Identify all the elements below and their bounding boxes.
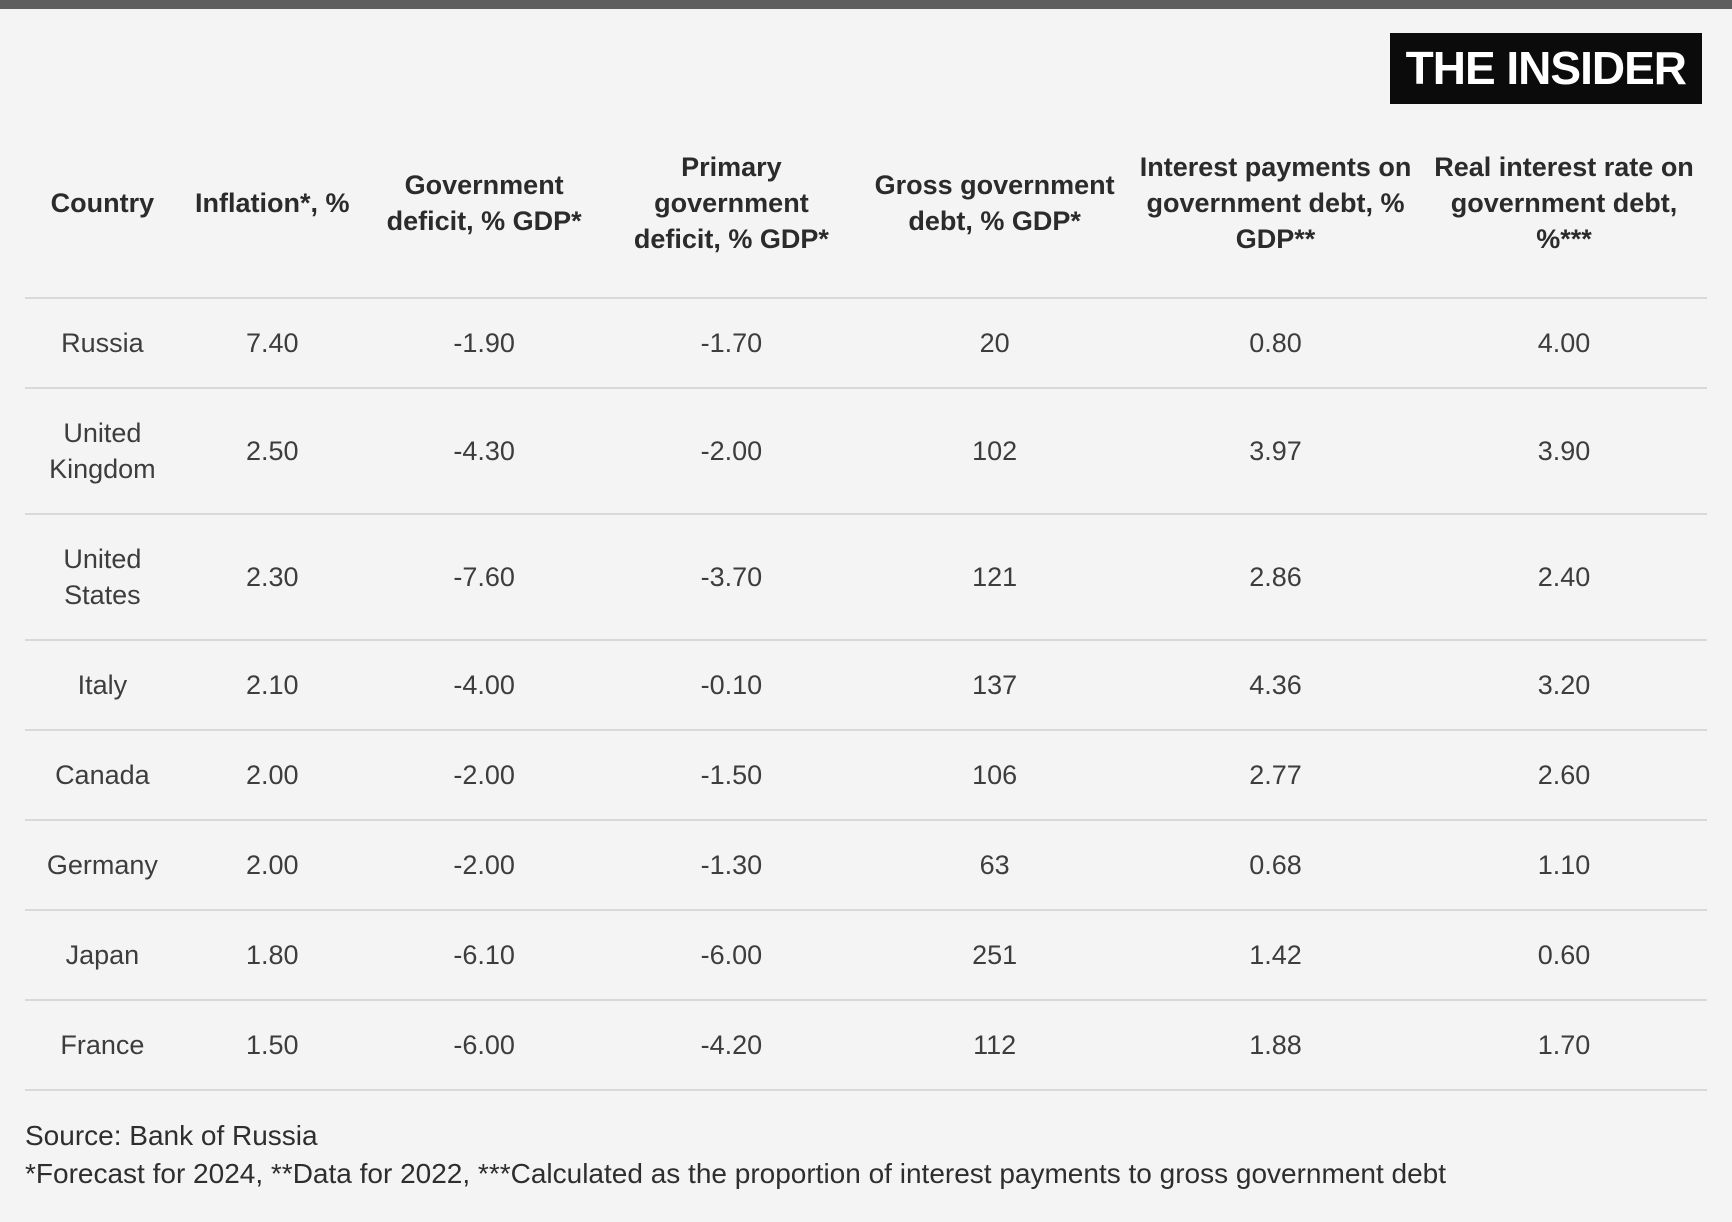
column-header: Interest payments on government debt, % …: [1130, 149, 1422, 299]
top-accent-bar: [0, 0, 1732, 9]
value-cell: 2.77: [1130, 730, 1422, 821]
table-footer: Source: Bank of Russia *Forecast for 202…: [25, 1117, 1707, 1193]
table-row: Japan 1.80 -6.10 -6.00 251 1.42 0.60: [25, 910, 1707, 1001]
value-cell: -1.70: [603, 298, 860, 389]
data-table: Country Inflation*, % Government deficit, …: [25, 149, 1707, 1091]
table-row: United States 2.30 -7.60 -3.70 121 2.86 2.40: [25, 514, 1707, 641]
footnotes: *Forecast for 2024, **Data for 2022, ***…: [25, 1158, 1447, 1189]
value-cell: -1.50: [603, 730, 860, 821]
value-cell: 2.86: [1130, 514, 1422, 641]
value-cell: -1.30: [603, 820, 860, 911]
value-cell: -4.20: [603, 1000, 860, 1091]
table-row: France 1.50 -6.00 -4.20 112 1.88 1.70: [25, 1000, 1707, 1091]
value-cell: 2.00: [179, 730, 365, 821]
country-cell: Canada: [25, 730, 180, 821]
brand-logo: THE INSIDER: [1389, 33, 1702, 104]
value-cell: 1.70: [1421, 1000, 1707, 1091]
value-cell: 2.50: [179, 388, 365, 515]
value-cell: 1.10: [1421, 820, 1707, 911]
column-header: Gross government debt, % GDP*: [859, 149, 1131, 299]
country-cell: United Kingdom: [25, 388, 180, 515]
brand-logo-text: THE INSIDER: [1405, 42, 1687, 94]
value-cell: 3.90: [1421, 388, 1707, 515]
value-cell: 0.68: [1130, 820, 1422, 911]
value-cell: -3.70: [603, 514, 860, 641]
value-cell: 1.80: [179, 910, 365, 1001]
value-cell: 2.30: [179, 514, 365, 641]
value-cell: -7.60: [364, 514, 604, 641]
value-cell: -2.00: [364, 820, 604, 911]
country-cell: Italy: [25, 640, 180, 731]
country-cell: Japan: [25, 910, 180, 1001]
value-cell: 1.50: [179, 1000, 365, 1091]
value-cell: 1.88: [1130, 1000, 1422, 1091]
value-cell: 251: [859, 910, 1131, 1001]
value-cell: 2.10: [179, 640, 365, 731]
value-cell: 112: [859, 1000, 1131, 1091]
value-cell: 7.40: [179, 298, 365, 389]
value-cell: 4.00: [1421, 298, 1707, 389]
column-header: Country: [25, 149, 180, 299]
value-cell: -2.00: [603, 388, 860, 515]
table-row: Germany 2.00 -2.00 -1.30 63 0.68 1.10: [25, 820, 1707, 911]
value-cell: 3.20: [1421, 640, 1707, 731]
source-note: Source: Bank of Russia: [25, 1120, 318, 1151]
value-cell: 3.97: [1130, 388, 1422, 515]
value-cell: 1.42: [1130, 910, 1422, 1001]
column-header: Government deficit, % GDP*: [364, 149, 604, 299]
value-cell: -6.00: [364, 1000, 604, 1091]
value-cell: 0.80: [1130, 298, 1422, 389]
value-cell: -0.10: [603, 640, 860, 731]
value-cell: 63: [859, 820, 1131, 911]
value-cell: 4.36: [1130, 640, 1422, 731]
value-cell: -4.00: [364, 640, 604, 731]
table-row: Canada 2.00 -2.00 -1.50 106 2.77 2.60: [25, 730, 1707, 821]
table-row: Russia 7.40 -1.90 -1.70 20 0.80 4.00: [25, 298, 1707, 389]
country-cell: Russia: [25, 298, 180, 389]
value-cell: 2.60: [1421, 730, 1707, 821]
value-cell: -2.00: [364, 730, 604, 821]
table-row: United Kingdom 2.50 -4.30 -2.00 102 3.97 3.90: [25, 388, 1707, 515]
country-cell: Germany: [25, 820, 180, 911]
value-cell: 0.60: [1421, 910, 1707, 1001]
value-cell: 121: [859, 514, 1131, 641]
value-cell: -6.00: [603, 910, 860, 1001]
value-cell: 2.00: [179, 820, 365, 911]
column-header: Primary government deficit, % GDP*: [603, 149, 860, 299]
value-cell: 106: [859, 730, 1131, 821]
column-header: Inflation*, %: [179, 149, 365, 299]
table-row: Italy 2.10 -4.00 -0.10 137 4.36 3.20: [25, 640, 1707, 731]
value-cell: 102: [859, 388, 1131, 515]
table-header-row: Country Inflation*, % Government deficit, …: [25, 149, 1707, 299]
country-cell: United States: [25, 514, 180, 641]
value-cell: 137: [859, 640, 1131, 731]
value-cell: -1.90: [364, 298, 604, 389]
value-cell: 2.40: [1421, 514, 1707, 641]
value-cell: -4.30: [364, 388, 604, 515]
value-cell: 20: [859, 298, 1131, 389]
country-cell: France: [25, 1000, 180, 1091]
value-cell: -6.10: [364, 910, 604, 1001]
column-header: Real interest rate on government debt, %…: [1421, 149, 1707, 299]
